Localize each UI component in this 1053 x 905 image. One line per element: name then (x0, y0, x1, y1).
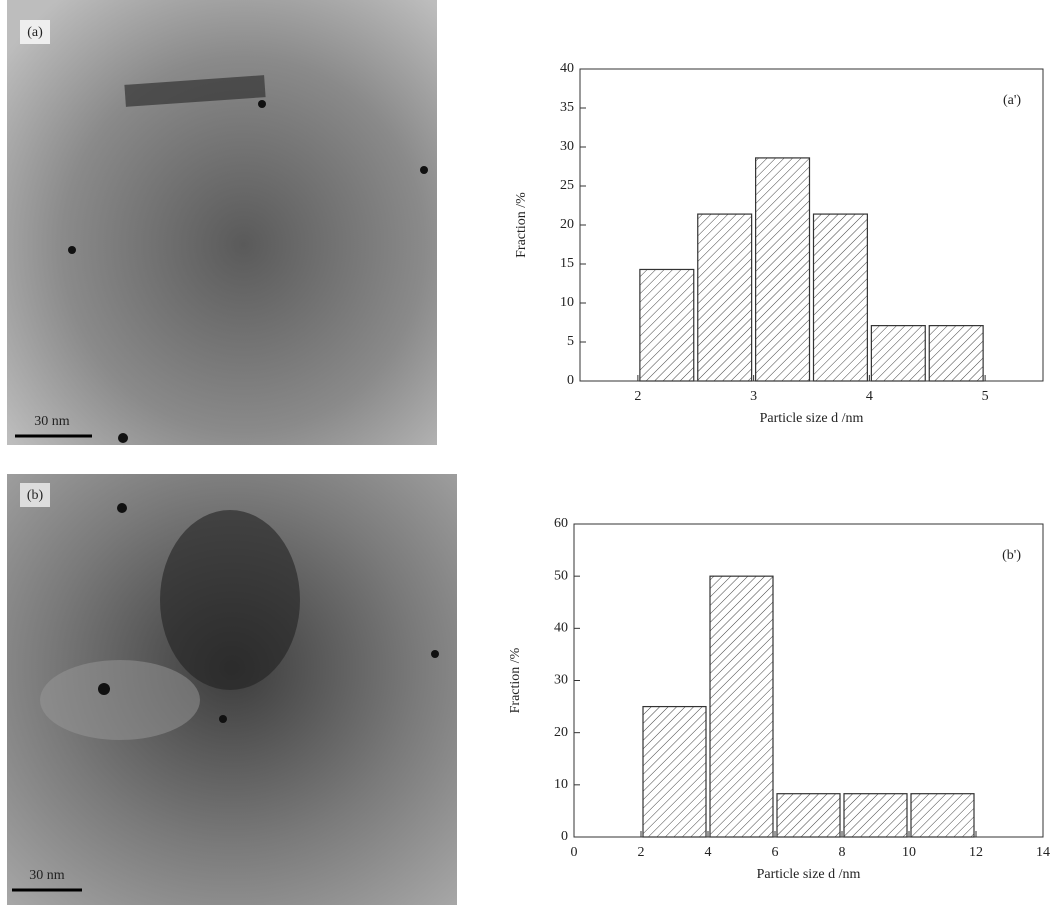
bar (755, 157, 811, 382)
x-axis-label: Particle size d /nm (760, 411, 864, 426)
x-tick-label: 4 (866, 389, 873, 404)
y-tick-label: 40 (560, 61, 574, 76)
bar (642, 705, 707, 838)
bar (928, 325, 984, 382)
x-tick-label: 8 (839, 845, 846, 860)
y-tick-label: 30 (554, 673, 568, 688)
y-axis-label: Fraction /% (514, 192, 529, 258)
y-tick-label: 0 (567, 373, 574, 388)
x-axis-label: Particle size d /nm (757, 867, 861, 882)
y-tick-label: 40 (554, 621, 568, 636)
bar (910, 793, 975, 838)
y-tick-label: 5 (567, 334, 574, 349)
annotation: (b') (1002, 548, 1021, 563)
y-tick-label: 15 (560, 256, 574, 271)
x-tick-label: 2 (634, 389, 641, 404)
bar (870, 325, 926, 382)
y-tick-label: 30 (560, 139, 574, 154)
image-label: (a) (27, 25, 43, 40)
y-tick-label: 20 (560, 217, 574, 232)
bar (812, 213, 868, 382)
x-tick-label: 2 (638, 845, 645, 860)
x-tick-label: 6 (772, 845, 779, 860)
annotation: (a') (1003, 93, 1021, 108)
bar (709, 575, 774, 838)
bar (697, 213, 753, 382)
scale-bar-label: 30 nm (29, 868, 65, 883)
bar (843, 793, 908, 838)
scale-bar-label: 30 nm (34, 414, 70, 429)
x-tick-label: 4 (705, 845, 712, 860)
x-tick-label: 10 (902, 845, 916, 860)
x-tick-label: 0 (571, 845, 578, 860)
x-tick-label: 3 (750, 389, 757, 404)
y-tick-label: 10 (554, 777, 568, 792)
y-tick-label: 60 (554, 516, 568, 531)
y-axis-label: Fraction /% (508, 647, 523, 713)
y-tick-label: 35 (560, 100, 574, 115)
x-tick-label: 5 (982, 389, 989, 404)
tem-image-b: (b) 30 nm (7, 474, 457, 905)
tem-image-a: (a) 30 nm (7, 0, 437, 445)
y-tick-label: 25 (560, 178, 574, 193)
bar (639, 268, 695, 382)
y-tick-label: 10 (560, 295, 574, 310)
y-tick-label: 20 (554, 725, 568, 740)
image-label: (b) (27, 488, 44, 503)
y-tick-label: 0 (561, 829, 568, 844)
x-tick-label: 14 (1036, 845, 1050, 860)
bar (776, 793, 841, 838)
x-tick-label: 12 (969, 845, 983, 860)
y-tick-label: 50 (554, 568, 568, 583)
